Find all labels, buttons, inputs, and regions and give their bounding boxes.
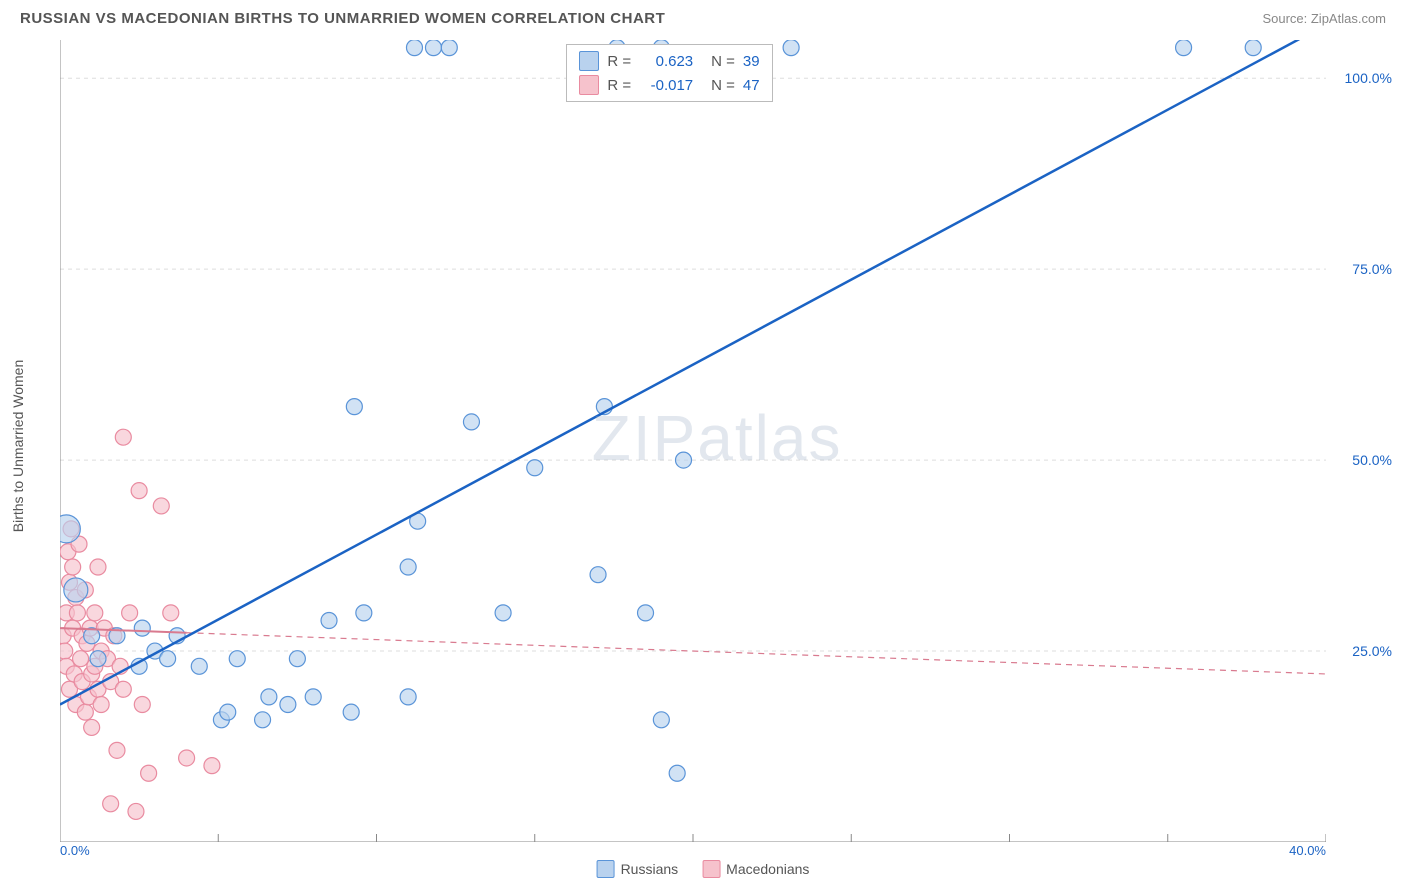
stat-r-value: -0.017: [639, 77, 693, 94]
chart-area: [60, 40, 1326, 842]
stat-n-value: 39: [743, 53, 760, 70]
stat-n-value: 47: [743, 77, 760, 94]
stat-row-russians: R = 0.623 N = 39: [579, 49, 759, 73]
stat-r-label: R =: [607, 77, 631, 94]
legend: Russians Macedonians: [597, 860, 810, 878]
y-axis-label: Births to Unmarried Women: [10, 360, 26, 532]
legend-swatch: [702, 860, 720, 878]
x-tick-min: 0.0%: [60, 843, 90, 858]
stats-panel: R = 0.623 N = 39 R = -0.017 N = 47: [566, 44, 772, 102]
legend-item-macedonians: Macedonians: [702, 860, 809, 878]
x-tick-max: 40.0%: [1289, 843, 1326, 858]
stat-n-label: N =: [711, 77, 735, 94]
stat-swatch: [579, 51, 599, 71]
y-tick: 100.0%: [1345, 70, 1392, 86]
legend-label: Macedonians: [726, 861, 809, 877]
stat-swatch: [579, 75, 599, 95]
legend-item-russians: Russians: [597, 860, 679, 878]
stat-n-label: N =: [711, 53, 735, 70]
source-label: Source: ZipAtlas.com: [1262, 11, 1386, 26]
y-tick: 50.0%: [1352, 452, 1392, 468]
page-title: RUSSIAN VS MACEDONIAN BIRTHS TO UNMARRIE…: [20, 10, 665, 27]
legend-label: Russians: [621, 861, 679, 877]
legend-swatch: [597, 860, 615, 878]
stat-r-value: 0.623: [639, 53, 693, 70]
stat-row-macedonians: R = -0.017 N = 47: [579, 73, 759, 97]
y-tick: 25.0%: [1352, 643, 1392, 659]
scatter-chart: [60, 40, 1326, 842]
x-tick-labels: 0.0% 40.0%: [60, 843, 1326, 858]
y-tick: 75.0%: [1352, 261, 1392, 277]
stat-r-label: R =: [607, 53, 631, 70]
